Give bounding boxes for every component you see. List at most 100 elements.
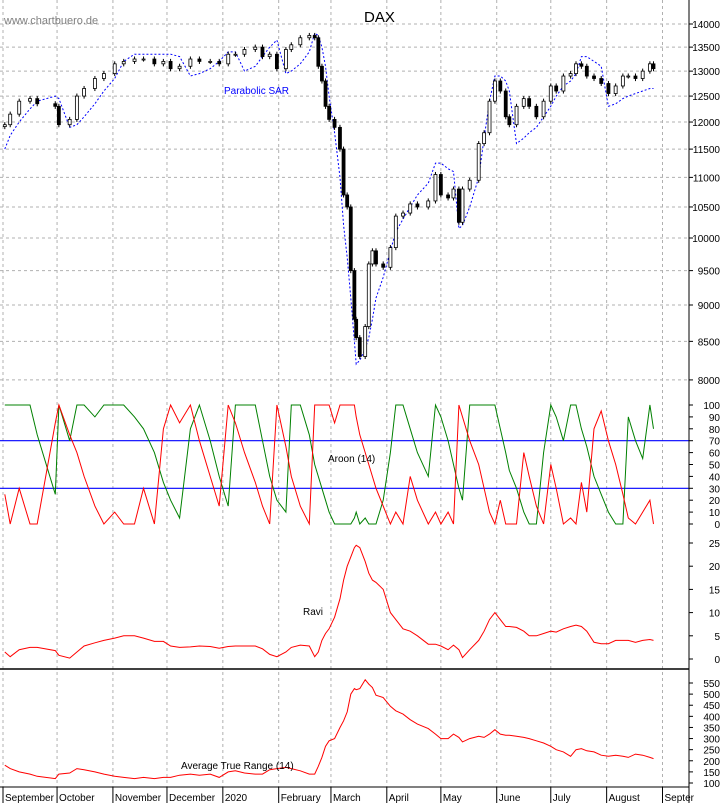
candle-body [233, 53, 238, 56]
atr-line [4, 678, 654, 780]
price-tick-label: 11000 [693, 173, 721, 184]
candle [426, 198, 431, 210]
candle-body [188, 58, 193, 67]
candle-body [527, 98, 532, 107]
candle-body [177, 65, 182, 70]
candle [482, 130, 487, 147]
aroon-tick-label: 40 [709, 472, 721, 483]
candle-body [507, 116, 512, 126]
aroon-tick-label: 0 [714, 520, 720, 531]
candle [298, 35, 303, 48]
candle [592, 73, 596, 82]
candle [548, 83, 553, 104]
aroon-tick-label: 90 [709, 413, 721, 424]
candle-body [456, 188, 461, 223]
atr-tick-label: 500 [703, 690, 720, 701]
candle-body [592, 75, 596, 79]
candle-body [53, 103, 58, 107]
candle [507, 114, 512, 128]
candle [647, 61, 652, 74]
atr-tick-label: 550 [703, 679, 720, 690]
candle-body [460, 188, 465, 223]
candle-body [74, 95, 79, 120]
candle [168, 58, 173, 72]
candle [498, 78, 503, 94]
candle-body [208, 61, 213, 63]
candle [289, 42, 294, 53]
candle [332, 116, 337, 130]
candle [56, 103, 61, 128]
candle [363, 324, 368, 360]
candle-body [626, 75, 631, 78]
candle-body [274, 53, 279, 70]
candle-body [112, 63, 117, 74]
candle-body [67, 118, 72, 126]
candle-body [320, 65, 324, 82]
ravi-tick-label: 20 [709, 562, 721, 573]
candle [493, 78, 497, 104]
candle [599, 75, 604, 87]
candle [152, 56, 157, 67]
price-tick-label: 8500 [698, 337, 721, 348]
candle-body [606, 83, 611, 94]
x-tick-label: March [333, 793, 361, 803]
candle [487, 98, 492, 136]
candle [348, 204, 353, 274]
candle [415, 201, 420, 210]
candle-body [82, 88, 86, 97]
candle-body [401, 212, 405, 217]
candle [284, 46, 288, 72]
candle-body [260, 46, 265, 58]
aroon-label: Aroon (14) [328, 454, 375, 465]
candle-body [316, 37, 321, 67]
candle-body [312, 35, 317, 39]
candle-body [217, 61, 222, 65]
candle [352, 268, 357, 322]
candle-body [579, 63, 584, 67]
candle [354, 316, 359, 341]
candle-body [352, 270, 357, 320]
atr-tick-label: 400 [703, 712, 720, 723]
candle [260, 44, 265, 60]
candle-body [534, 105, 539, 118]
atr-tick-label: 300 [703, 735, 720, 746]
candle [374, 248, 378, 267]
candle [8, 111, 13, 128]
candle-body [514, 105, 519, 126]
candle-body [121, 61, 126, 65]
candle-body [561, 75, 566, 92]
candle-body [242, 49, 247, 55]
candle [433, 171, 438, 204]
candle-body [451, 188, 456, 199]
x-tick-label: September [5, 793, 55, 803]
series [2, 32, 656, 780]
candle-body [651, 63, 656, 70]
candle-body [298, 37, 303, 46]
candle-body [613, 85, 618, 94]
candle-body [168, 61, 173, 70]
candle [102, 71, 106, 82]
ravi-tick-label: 25 [709, 539, 721, 550]
candle-body [17, 100, 22, 115]
x-tick-label: May [443, 793, 462, 803]
ravi-tick-label: 0 [714, 655, 720, 666]
candle-body [253, 46, 258, 50]
candle [327, 103, 332, 122]
price-tick-label: 10500 [692, 203, 720, 214]
x-tick-label: July [553, 793, 571, 803]
candle [67, 116, 72, 128]
candle [476, 141, 481, 183]
candle [438, 171, 443, 198]
candle-body [426, 200, 431, 208]
candle [161, 58, 166, 67]
candle [561, 73, 566, 94]
candle [316, 35, 321, 69]
candle [208, 58, 213, 64]
ravi-tick-label: 10 [709, 609, 721, 620]
candle [393, 213, 398, 251]
candle [584, 63, 589, 79]
aroon-tick-label: 60 [709, 449, 721, 460]
atr-label: Average True Range (14) [181, 761, 294, 772]
candle [633, 73, 638, 82]
